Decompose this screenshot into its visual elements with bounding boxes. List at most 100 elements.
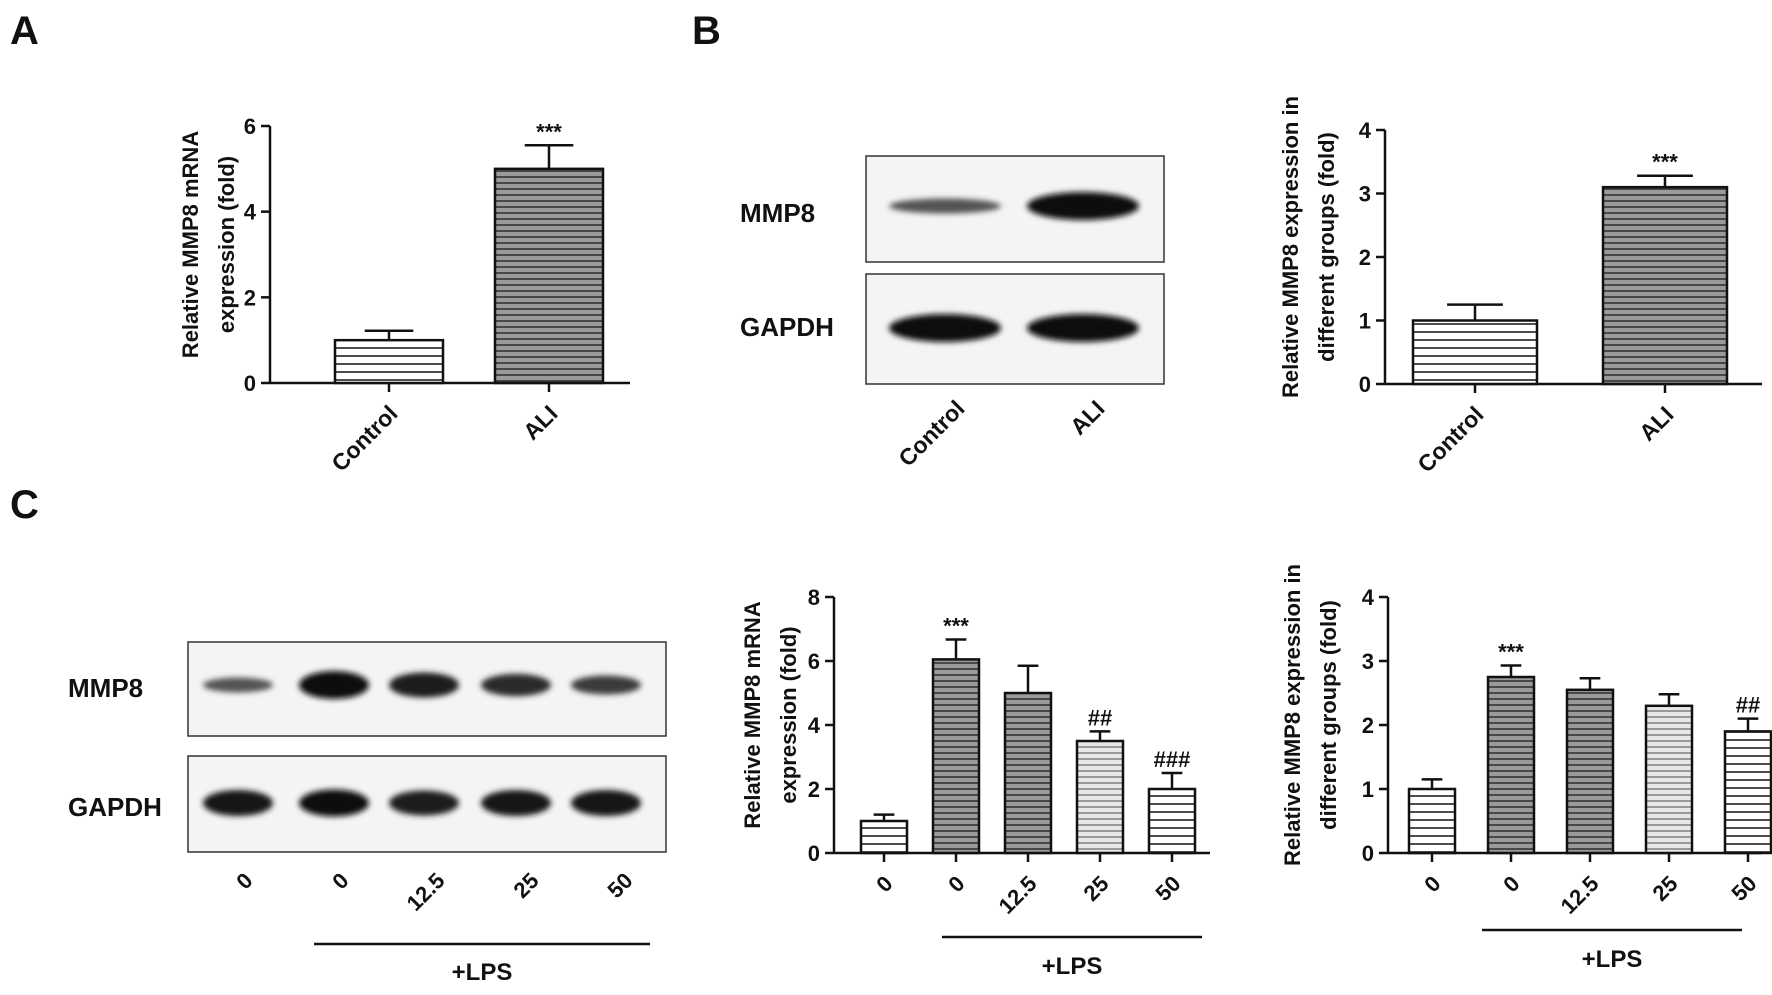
blot-c-lane-label-3: 12.5 [402,868,450,916]
x-tick-label: 25 [1079,871,1114,906]
blot-band [481,790,551,816]
bar [1075,739,1125,855]
y-axis-label: different groups (fold) [1316,600,1341,830]
y-tick-label: 8 [808,585,820,610]
blot-c-label-mmp8: MMP8 [68,673,143,703]
y-tick-label: 6 [244,114,256,139]
significance-label: *** [1498,639,1524,664]
panel-letter-a: A [10,9,39,53]
y-tick-label: 3 [1359,182,1371,207]
blot-band [571,675,641,695]
x-tick-label: 0 [1419,871,1445,897]
y-tick-label: 4 [1362,585,1375,610]
y-axis-label: Relative MMP8 expression in [1278,96,1303,398]
blot-band [203,677,273,693]
blot-band [389,672,459,698]
bar [1644,704,1694,855]
chart-c-mrna: 0 2 4 6 8 Relative MMP8 mRNA expression (fold)… [740,585,1210,980]
bar [1407,787,1457,855]
panel-letter-c: C [10,483,39,527]
x-tick-label: Control [326,400,402,476]
y-tick-label: 0 [808,841,820,866]
x-tick-label: 50 [1727,871,1762,906]
x-tick-label: 0 [871,871,897,897]
y-tick-label: 6 [808,649,820,674]
significance-label: ### [1154,747,1191,772]
bar [333,338,445,385]
x-tick-label: ALI [1634,401,1679,446]
y-tick-label: 2 [244,285,256,310]
blot-b-lane-label-control: Control [893,395,969,471]
bar [1003,691,1053,855]
y-tick-label: 2 [1362,713,1374,738]
x-tick-label: ALI [518,400,563,445]
blot-band [203,790,273,816]
blot-band [889,314,1001,342]
blot-band [299,789,369,817]
panel-letter-b: B [692,9,721,53]
bar [1411,319,1539,386]
bar [1486,675,1536,855]
significance-label: ## [1736,693,1760,718]
blot-b-label-gapdh: GAPDH [740,312,834,342]
y-tick-label: 0 [1359,372,1371,397]
group-label: +LPS [1582,946,1643,973]
western-blot-b: MMP8 GAPDH Control ALI [740,155,1165,471]
blot-band [481,673,551,697]
y-tick-label: 0 [1362,841,1374,866]
y-tick-label: 4 [244,200,257,225]
blot-band [389,790,459,816]
significance-label: *** [536,119,562,144]
chart-b-protein: 0 1 2 3 4 Relative MMP8 expression in differen… [1278,96,1762,477]
y-axis-label: Relative MMP8 expression in [1280,564,1305,866]
significance-label: ## [1088,705,1112,730]
y-tick-label: 1 [1362,777,1374,802]
y-tick-label: 2 [1359,245,1371,270]
bar [1565,688,1615,855]
significance-label: *** [943,614,969,639]
blot-c-lane-label-4: 25 [509,868,544,903]
bar [931,658,981,855]
y-axis-label: expression (fold) [214,156,239,333]
y-tick-label: 3 [1362,649,1374,674]
y-axis-label: Relative MMP8 mRNA [178,131,203,359]
blot-c-lps-label: +LPS [452,959,513,986]
blot-c-label-gapdh: GAPDH [68,792,162,822]
blot-c-lane-label-2: 0 [327,868,353,894]
bar [1601,185,1729,386]
x-tick-label: Control [1412,401,1488,477]
group-label: +LPS [1042,953,1103,980]
x-tick-label: 50 [1151,871,1186,906]
y-axis-label: expression (fold) [776,626,801,803]
y-tick-label: 4 [808,713,821,738]
significance-label: *** [1652,150,1678,175]
blot-b-lane-label-ali: ALI [1065,395,1110,440]
blot-band [889,198,1001,214]
x-tick-label: 0 [1498,871,1524,897]
x-tick-label: 25 [1648,871,1683,906]
x-tick-label: 12.5 [994,871,1042,919]
blot-band [299,671,369,699]
y-tick-label: 1 [1359,309,1371,334]
bar [493,167,605,385]
blot-band [1027,314,1139,342]
y-tick-label: 2 [808,777,820,802]
chart-a-mrna: 0 2 4 6 Relative MMP8 mRNA expression (fold) C… [178,114,630,476]
bar [859,819,909,855]
blot-b-label-mmp8: MMP8 [740,198,815,228]
blot-band [571,790,641,816]
y-axis-label: Relative MMP8 mRNA [740,601,765,829]
blot-c-lane-label-1: 0 [231,868,257,894]
bar [1723,730,1772,855]
blot-band [1027,192,1139,220]
x-tick-label: 0 [943,871,969,897]
chart-c-protein: 0 1 2 3 4 Relative MMP8 expression in differen… [1280,564,1772,973]
bar [1147,787,1197,855]
blot-c-lane-label-5: 50 [603,868,638,903]
western-blot-c: MMP8 GAPDH 0 0 12.5 25 50 +LPS [68,641,667,986]
x-tick-label: 12.5 [1556,871,1604,919]
y-tick-label: 0 [244,371,256,396]
y-tick-label: 4 [1359,118,1372,143]
y-axis-label: different groups (fold) [1314,132,1339,362]
